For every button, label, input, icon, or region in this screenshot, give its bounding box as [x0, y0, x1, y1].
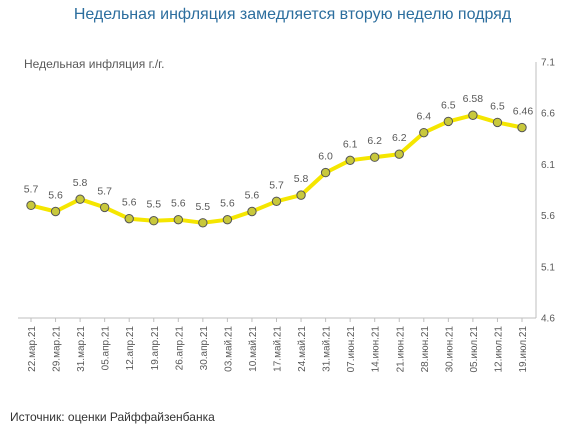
- chart-title: Недельная инфляция замедляется вторую не…: [73, 6, 512, 23]
- data-label: 5.8: [73, 177, 88, 189]
- y-ticks: 4.6 5.1 5.6 6.1 6.6 7.1: [541, 58, 555, 325]
- data-point: [296, 190, 306, 200]
- x-tick-label: 30.апр.21: [199, 326, 210, 371]
- data-point: [26, 200, 36, 211]
- x-tick-label: 12.июл.21: [493, 326, 504, 373]
- data-label: 5.7: [97, 185, 112, 197]
- data-label: 5.5: [196, 201, 211, 213]
- data-point: [468, 110, 478, 120]
- x-tick-label: 14.июн.21: [371, 326, 382, 373]
- data-point: [370, 152, 380, 162]
- x-tick-label: 12.апр.21: [125, 326, 136, 371]
- data-label: 5.6: [122, 197, 137, 209]
- data-label: 6.1: [343, 138, 358, 150]
- data-point: [124, 213, 134, 224]
- y-tick-label: 6.1: [541, 160, 555, 171]
- x-tick-label: 19.апр.21: [150, 326, 161, 371]
- data-point: [443, 116, 454, 127]
- data-label: 5.7: [269, 179, 284, 191]
- x-tick-label: 24.май.21: [297, 326, 308, 372]
- x-tick-label: 05.апр.21: [101, 326, 112, 371]
- data-point: [75, 194, 85, 204]
- data-labels: 5.7 5.6 5.8 5.7 5.6 5.5 5.6 5.5 5.6 5.6 5.7 5.8 6.0 6…: [24, 93, 534, 213]
- series-label: Недельная инфляция г./г.: [24, 57, 164, 71]
- y-tick-label: 4.6: [541, 314, 555, 325]
- data-label: 5.6: [245, 190, 260, 202]
- data-point: [517, 122, 527, 133]
- data-label: 5.6: [171, 198, 186, 210]
- data-point: [50, 206, 61, 217]
- x-tick-label: 10.май.21: [248, 326, 259, 372]
- data-point: [222, 214, 233, 225]
- x-tick-label: 21.июн.21: [395, 326, 406, 373]
- data-label: 5.6: [48, 190, 63, 202]
- data-label: 6.2: [367, 135, 382, 147]
- y-tick-label: 5.6: [541, 211, 555, 222]
- x-tick-label: 03.май.21: [223, 326, 234, 372]
- y-tick-label: 6.6: [541, 109, 555, 120]
- x-tick-label: 22.мар.21: [27, 326, 38, 372]
- data-point: [247, 206, 257, 217]
- data-label: 5.6: [220, 198, 235, 210]
- data-label: 6.5: [441, 99, 456, 111]
- data-point: [419, 127, 429, 138]
- data-label: 5.5: [146, 199, 161, 211]
- x-tick-label: 26.апр.21: [174, 326, 185, 371]
- data-label: 6.4: [416, 111, 431, 123]
- data-label: 6.2: [392, 132, 407, 144]
- data-point: [492, 117, 503, 128]
- x-tick-label: 17.май.21: [273, 326, 284, 372]
- data-label: 6.0: [318, 151, 333, 163]
- data-markers: [26, 110, 527, 228]
- x-tick-label: 07.июн.21: [346, 326, 357, 373]
- data-label: 6.5: [490, 100, 505, 112]
- y-tick-label: 5.1: [541, 262, 555, 273]
- x-tick-label: 28.июн.21: [420, 326, 431, 373]
- data-label: 6.46: [513, 106, 534, 118]
- data-point: [149, 216, 159, 226]
- data-point: [394, 149, 404, 159]
- x-tick-label: 19.июл.21: [518, 326, 529, 373]
- data-point: [99, 202, 110, 213]
- data-point: [198, 218, 208, 228]
- data-label: 6.58: [463, 93, 484, 105]
- x-ticks: 22.мар.21 29.мар.21 31.мар.21 05.апр.21 12.а…: [27, 318, 529, 373]
- y-tick-label: 7.1: [541, 58, 555, 69]
- x-tick-label: 31.мар.21: [76, 326, 87, 372]
- data-label: 5.8: [294, 173, 309, 185]
- data-point: [173, 214, 184, 225]
- x-tick-label: 29.мар.21: [52, 326, 63, 372]
- x-tick-label: 05.июл.21: [469, 326, 480, 373]
- x-tick-label: 30.июн.21: [444, 326, 455, 373]
- source-note: Источник: оценки Райффайзенбанка: [10, 410, 215, 424]
- x-tick-label: 31.май.21: [322, 326, 333, 372]
- data-point: [345, 155, 355, 166]
- data-point: [320, 167, 331, 178]
- data-label: 5.7: [24, 183, 39, 195]
- data-point: [271, 196, 282, 206]
